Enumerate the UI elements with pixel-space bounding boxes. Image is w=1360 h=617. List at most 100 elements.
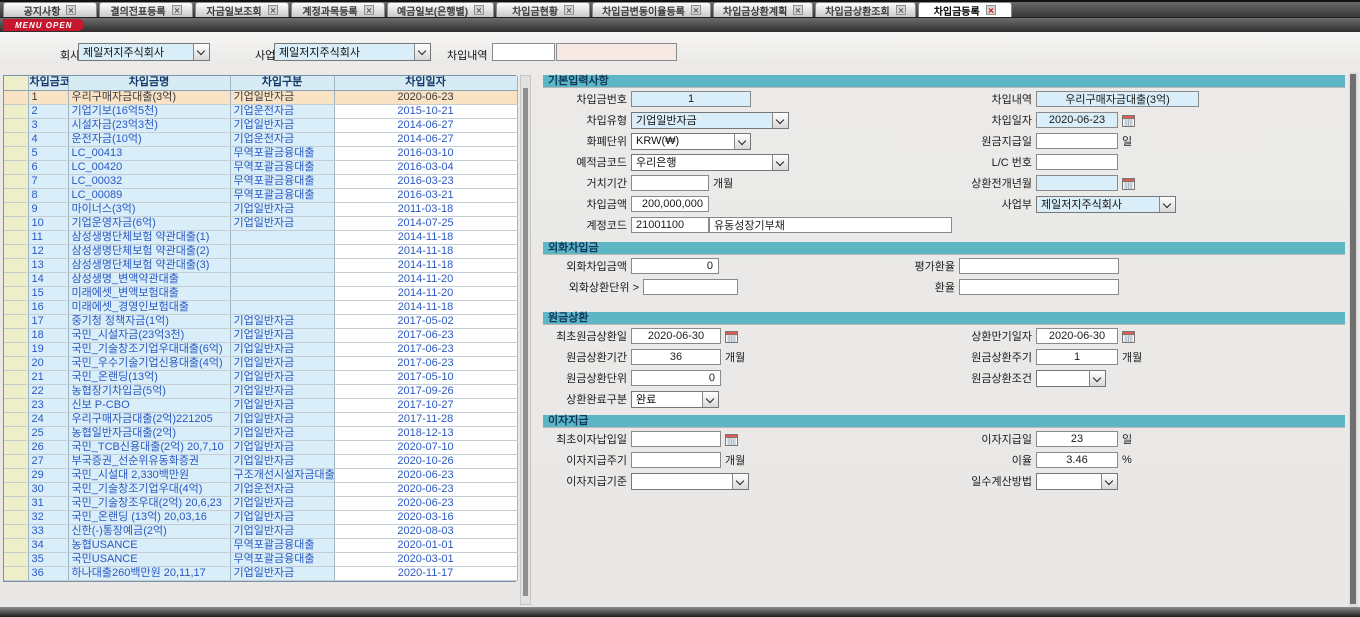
company-select[interactable]: 제일저지주식회사	[78, 43, 210, 61]
repay-complete-select[interactable]: 완료	[631, 390, 719, 408]
loan-row[interactable]: 23 신보 P-CBO 기업일반자금 2017-10-27	[4, 398, 518, 413]
tab-item[interactable]: 차입금상환계획	[712, 2, 814, 18]
loan-row[interactable]: 17 중기청 정책자금(1억) 기업일반자금 2017-05-02	[4, 314, 518, 329]
loan-row[interactable]: 30 국민_기술창조기업우대(4억) 기업운전자금 2020-06-23	[4, 482, 518, 497]
panel-scrollbar[interactable]	[1349, 72, 1358, 608]
loan-row[interactable]: 6 LC_00420 무역포괄금융대출 2016-03-04	[4, 160, 518, 175]
tab-item[interactable]: 공지사항	[3, 2, 97, 18]
table-scrollbar[interactable]	[520, 75, 531, 605]
fx-amount-input[interactable]: 0	[631, 258, 719, 274]
tab-item[interactable]: 차입금현황	[496, 2, 591, 18]
loan-row[interactable]: 2 기업기보(16억5천) 기업운전자금 2015-10-21	[4, 104, 518, 119]
repay-unit-input[interactable]: 0	[631, 370, 721, 386]
col-header-name[interactable]: 차입금명	[68, 76, 231, 91]
loan-detail-filter-input[interactable]	[492, 43, 555, 61]
first-repay-date-input[interactable]: 2020-06-30	[631, 328, 721, 344]
loan-row[interactable]: 5 LC_00413 무역포괄금융대출 2016-03-10	[4, 146, 518, 161]
tab-close-icon[interactable]	[363, 5, 374, 15]
lc-no-input[interactable]	[1036, 154, 1118, 170]
interest-rate-input[interactable]: 3.46	[1036, 452, 1118, 468]
loan-row[interactable]: 12 삼성생명단체보험 약관대출(2) 2014-11-18	[4, 244, 518, 259]
grace-period-input[interactable]	[631, 175, 709, 191]
loan-row[interactable]: 35 국민USANCE 무역포괄금융대출 2020-03-01	[4, 552, 518, 567]
repay-before-ym-input[interactable]	[1036, 175, 1118, 191]
col-header-code[interactable]: 차입금코드	[28, 76, 69, 91]
interest-pay-day-input[interactable]: 23	[1036, 431, 1118, 447]
loan-row[interactable]: 34 농협USANCE 무역포괄금융대출 2020-01-01	[4, 538, 518, 553]
tab-close-icon[interactable]	[985, 5, 996, 15]
loan-row[interactable]: 31 국민_기술창조우대(2억) 20,6,23 기업일반자금 2020-06-23	[4, 496, 518, 511]
tab-active[interactable]: 차입금등록	[917, 2, 1012, 18]
eval-rate-input[interactable]	[959, 258, 1119, 274]
loan-row[interactable]: 24 우리구매자금대출(2억)221205 기업일반자금 2017-11-28	[4, 412, 518, 427]
loan-date-input[interactable]: 2020-06-23	[1036, 112, 1118, 128]
scrollbar-thumb[interactable]	[1350, 74, 1356, 604]
loan-row[interactable]: 13 삼성생명단체보험 약관대출(3) 2014-11-18	[4, 258, 518, 273]
tab-close-icon[interactable]	[793, 5, 804, 15]
loan-row[interactable]: 4 운전자금(10억) 기업운전자금 2014-06-27	[4, 132, 518, 147]
account-name-input[interactable]: 유동성장기부채	[709, 217, 952, 233]
calendar-icon[interactable]	[1122, 330, 1135, 343]
day-count-method-select[interactable]	[1036, 472, 1118, 490]
repay-period-input[interactable]: 36	[631, 349, 721, 365]
loan-row[interactable]: 1 우리구매자금대출(3억) 기업일반자금 2020-06-23	[4, 90, 518, 105]
loan-row[interactable]: 20 국민_우수기술기업신용대출(4억) 기업일반자금 2017-06-23	[4, 356, 518, 371]
loan-detail-input[interactable]: 우리구매자금대출(3억)	[1036, 91, 1199, 107]
tab-item[interactable]: 결의전표등록	[99, 2, 193, 18]
repay-cycle-input[interactable]: 1	[1036, 349, 1118, 365]
tab-close-icon[interactable]	[564, 5, 575, 15]
loan-row[interactable]: 16 미래에셋_경영인보험대출 2014-11-18	[4, 300, 518, 315]
first-interest-date-input[interactable]	[631, 431, 721, 447]
loan-row[interactable]: 21 국민_온랜딩(13억) 기업일반자금 2017-05-10	[4, 370, 518, 385]
tab-close-icon[interactable]	[267, 5, 278, 15]
loan-row[interactable]: 15 미래에셋_변액보험대출 2014-11-20	[4, 286, 518, 301]
loan-row[interactable]: 8 LC_00089 무역포괄금융대출 2016-03-21	[4, 188, 518, 203]
fx-repay-unit-input[interactable]	[643, 279, 738, 295]
tab-item[interactable]: 계정과목등록	[291, 2, 385, 18]
loan-row[interactable]: 14 삼성생명_변액약관대출 2014-11-20	[4, 272, 518, 287]
tab-close-icon[interactable]	[474, 5, 485, 15]
tab-close-icon[interactable]	[690, 5, 701, 15]
interest-basis-select[interactable]	[631, 472, 749, 490]
menu-open-button[interactable]: MENU OPEN	[3, 19, 85, 31]
loan-row[interactable]: 9 마이너스(3억) 기업일반자금 2011-03-18	[4, 202, 518, 217]
tab-item[interactable]: 차입금상환조회	[815, 2, 916, 18]
tab-close-icon[interactable]	[171, 5, 182, 15]
loan-row[interactable]: 32 국민_온랜딩 (13억) 20,03,16 기업일반자금 2020-03-16	[4, 510, 518, 525]
scrollbar-thumb[interactable]	[523, 88, 528, 596]
division-select[interactable]: 제일저지주식회사	[1036, 195, 1176, 213]
loan-amount-input[interactable]: 200,000,000	[631, 196, 709, 212]
tab-close-icon[interactable]	[66, 5, 77, 15]
calendar-icon[interactable]	[1122, 177, 1135, 190]
maturity-date-input[interactable]: 2020-06-30	[1036, 328, 1118, 344]
loan-row[interactable]: 11 삼성생명단체보험 약관대출(1) 2014-11-18	[4, 230, 518, 245]
calendar-icon[interactable]	[725, 330, 738, 343]
loan-type-select[interactable]: 기업일반자금	[631, 111, 789, 129]
loan-row[interactable]: 27 부국증권_선순위유동화증권 기업일반자금 2020-10-26	[4, 454, 518, 469]
repay-condition-select[interactable]	[1036, 369, 1106, 387]
tab-item[interactable]: 예금일보(은행별)	[387, 2, 495, 18]
loan-row[interactable]: 26 국민_TCB신용대출(2억) 20,7,10 기업일반자금 2020-07-10	[4, 440, 518, 455]
loan-row[interactable]: 36 하나대출260백만원 20,11,17 기업일반자금 2020-11-17	[4, 566, 518, 581]
tab-item[interactable]: 자금일보조회	[195, 2, 289, 18]
loan-row[interactable]: 7 LC_00032 무역포괄금융대출 2016-03-23	[4, 174, 518, 189]
loan-row[interactable]: 33 신한(-)통장예금(2억) 기업일반자금 2020-08-03	[4, 524, 518, 539]
loan-row[interactable]: 3 시설자금(23억3천) 기업일반자금 2014-06-27	[4, 118, 518, 133]
loan-row[interactable]: 25 농협일반자금대출(2억) 기업일반자금 2018-12-13	[4, 426, 518, 441]
loan-row[interactable]: 22 농협장기차입금(5억) 기업일반자금 2017-09-26	[4, 384, 518, 399]
calendar-icon[interactable]	[725, 433, 738, 446]
account-code-input[interactable]: 21001100	[631, 217, 709, 233]
interest-cycle-input[interactable]	[631, 452, 721, 468]
deposit-code-select[interactable]: 우리은행	[631, 153, 789, 171]
loan-row[interactable]: 29 국민_시설대 2,330백만원 구조개선시설자금대출 2020-06-23	[4, 468, 518, 483]
col-header-type[interactable]: 차입구분	[230, 76, 335, 91]
tab-item[interactable]: 차입금변동이율등록	[592, 2, 711, 18]
calendar-icon[interactable]	[1122, 114, 1135, 127]
principal-pay-day-input[interactable]	[1036, 133, 1118, 149]
site-select[interactable]: 제일저지주식회사	[274, 43, 431, 61]
loan-row[interactable]: 10 기업운영자금(6억) 기업일반자금 2014-07-25	[4, 216, 518, 231]
col-header-date[interactable]: 차입일자	[334, 76, 518, 91]
ex-rate-input[interactable]	[959, 279, 1119, 295]
tab-close-icon[interactable]	[895, 5, 906, 15]
currency-select[interactable]: KRW(₩)	[631, 132, 751, 150]
